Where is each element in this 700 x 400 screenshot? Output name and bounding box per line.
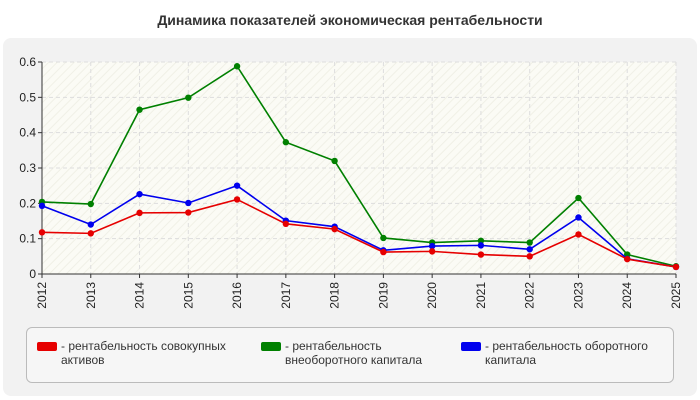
data-point [575, 231, 582, 238]
data-point [672, 263, 680, 271]
x-tick-label: 2020 [425, 282, 439, 309]
data-point [87, 221, 94, 228]
data-point [185, 94, 192, 101]
legend-swatch-blue [461, 342, 481, 351]
legend: - рентабельность совокупных активов - ре… [26, 327, 674, 383]
x-tick-label: 2022 [523, 282, 537, 309]
x-tick-label: 2016 [230, 282, 244, 309]
data-point [282, 139, 290, 146]
series-line [41, 184, 677, 268]
data-point [526, 239, 533, 246]
data-point [185, 199, 192, 207]
data-point [380, 234, 387, 242]
data-point [136, 209, 143, 217]
data-point [331, 157, 338, 165]
legend-label: - рентабельность оборотного капитала [485, 339, 648, 367]
x-tick-label: 2023 [571, 282, 585, 309]
x-tick-label: 2021 [474, 282, 488, 309]
legend-swatch-green [261, 342, 281, 351]
data-point [575, 214, 582, 221]
y-tick-label: 0.2 [19, 196, 36, 210]
data-point [233, 196, 241, 203]
x-tick-label: 2017 [279, 282, 293, 309]
x-tick-label: 2015 [181, 282, 195, 309]
x-tick-label: 2025 [669, 282, 683, 309]
data-point [575, 194, 582, 202]
data-point [87, 230, 94, 237]
y-tick-label: 0.1 [19, 232, 36, 246]
x-tick-label: 2018 [328, 282, 342, 309]
data-point [38, 229, 46, 236]
data-point [526, 253, 533, 260]
data-point [428, 248, 436, 255]
data-point [136, 106, 143, 113]
y-tick-label: 0 [29, 267, 36, 281]
data-point [477, 251, 485, 258]
legend-label: - рентабельность совокупных активов [61, 339, 226, 367]
data-point [185, 209, 192, 216]
series-line [41, 65, 677, 268]
series-line [41, 198, 677, 268]
data-point [136, 190, 143, 198]
chart-title: Динамика показателей экономическая рента… [157, 12, 543, 28]
data-point [428, 242, 436, 250]
data-point [624, 255, 631, 263]
y-tick-label: 0.6 [19, 55, 36, 69]
data-point [233, 182, 241, 189]
x-tick-label: 2013 [84, 282, 98, 309]
data-point [331, 225, 338, 233]
data-point [477, 242, 485, 249]
legend-swatch-red [37, 342, 57, 351]
legend-label: - рентабельность внеоборотного капитала [285, 339, 422, 367]
y-tick-label: 0.5 [19, 90, 36, 104]
x-tick-label: 2019 [376, 282, 390, 309]
data-point [38, 202, 46, 210]
x-tick-label: 2024 [620, 282, 634, 309]
data-point [87, 200, 94, 208]
data-point [233, 63, 241, 70]
data-point [380, 248, 387, 256]
x-tick-label: 2012 [35, 282, 49, 309]
x-tick-label: 2014 [133, 282, 147, 309]
data-point [477, 237, 485, 244]
data-point [526, 246, 533, 253]
data-point [282, 220, 290, 228]
y-tick-label: 0.3 [19, 161, 36, 175]
y-tick-label: 0.4 [19, 126, 36, 140]
